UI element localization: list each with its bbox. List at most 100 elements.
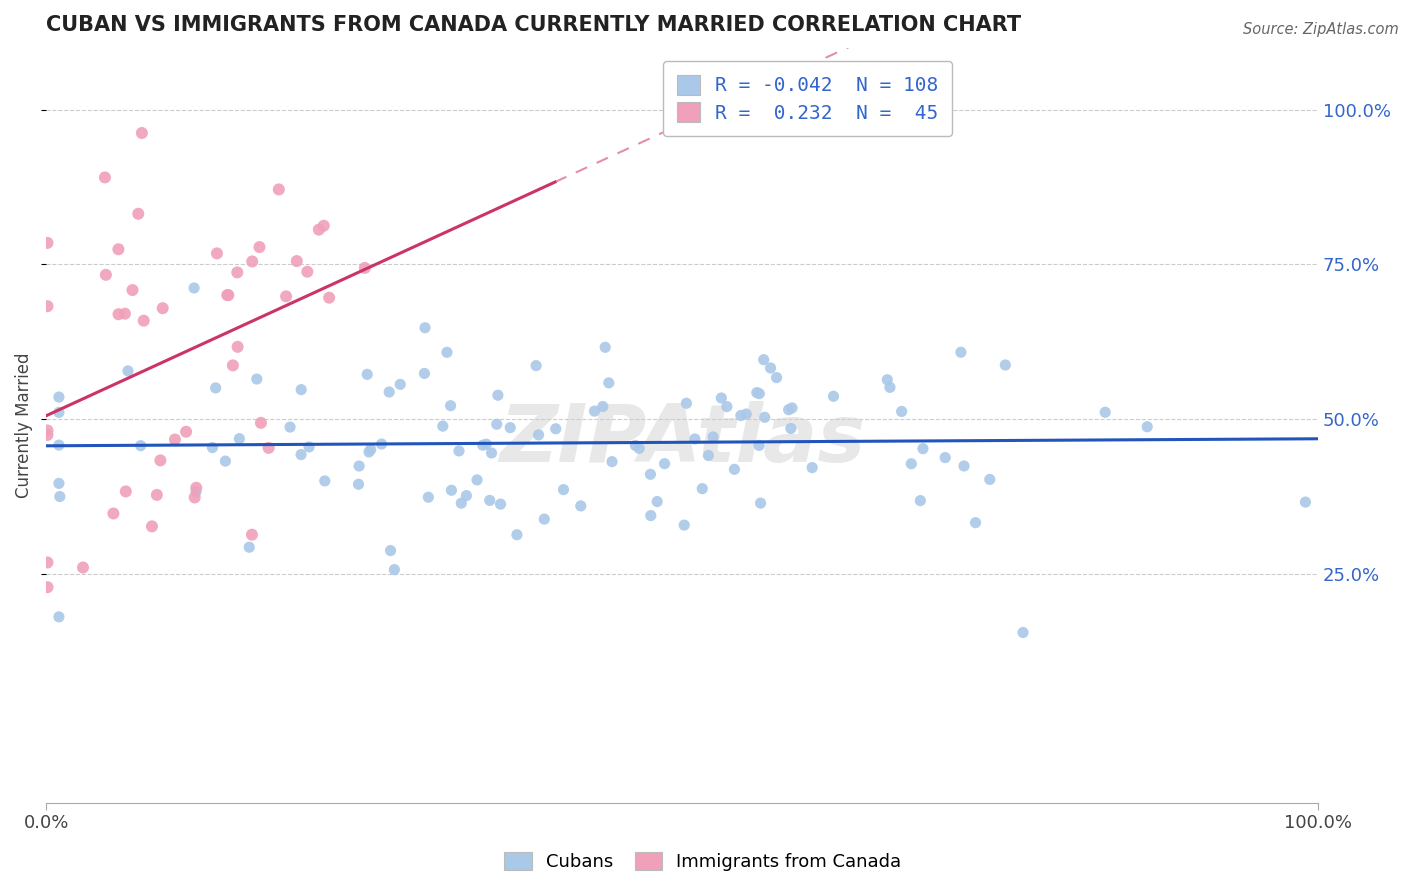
Point (754, 410, 776, 425)
Point (132, 314, 155, 328)
Point (298, 440, 321, 454)
Point (780, 421, 803, 435)
Point (149, 453, 172, 467)
Point (752, 352, 775, 367)
Point (475, 437, 498, 451)
Point (297, 265, 319, 279)
Point (48, 390, 70, 404)
Point (489, 497, 512, 511)
Point (380, 543, 402, 558)
Text: Source: ZipAtlas.com: Source: ZipAtlas.com (1243, 22, 1399, 37)
Point (72, 560, 94, 574)
Point (382, 563, 405, 577)
Point (465, 473, 488, 487)
Point (103, 507, 125, 521)
Point (48, 405, 70, 419)
Point (801, 460, 824, 475)
Point (267, 182, 290, 196)
Point (690, 482, 713, 496)
Point (823, 389, 845, 403)
Point (645, 494, 668, 508)
Point (183, 491, 205, 505)
Point (131, 126, 153, 140)
Point (447, 444, 470, 458)
Point (953, 458, 976, 473)
Point (527, 427, 550, 442)
Point (778, 402, 800, 417)
Point (37, 556, 59, 570)
Point (533, 512, 555, 526)
Legend: Cubans, Immigrants from Canada: Cubans, Immigrants from Canada (498, 845, 908, 879)
Point (141, 519, 163, 533)
Point (217, 288, 239, 302)
Point (450, 496, 472, 510)
Point (114, 307, 136, 321)
Point (949, 345, 972, 359)
Point (723, 462, 745, 476)
Point (107, 242, 129, 256)
Point (37, 299, 59, 313)
Point (107, 307, 129, 321)
Point (890, 404, 912, 418)
Point (37, 235, 59, 250)
Point (478, 493, 501, 508)
Point (240, 254, 263, 268)
Point (710, 391, 733, 405)
Point (370, 437, 392, 451)
Point (418, 490, 440, 504)
Point (37, 424, 59, 438)
Point (217, 288, 239, 302)
Point (314, 474, 336, 488)
Point (759, 361, 782, 376)
Point (129, 439, 152, 453)
Point (765, 370, 787, 384)
Point (278, 420, 301, 434)
Point (117, 364, 139, 378)
Point (222, 359, 245, 373)
Point (1294, 495, 1316, 509)
Point (347, 458, 370, 473)
Point (900, 457, 922, 471)
Text: ZIPAtlas: ZIPAtlas (499, 401, 865, 479)
Point (1136, 419, 1159, 434)
Point (356, 368, 378, 382)
Point (205, 246, 228, 260)
Point (911, 442, 934, 456)
Point (353, 260, 375, 275)
Point (432, 419, 454, 434)
Point (598, 376, 620, 390)
Point (569, 499, 592, 513)
Point (48, 610, 70, 624)
Point (436, 345, 458, 359)
Point (48, 476, 70, 491)
Point (456, 489, 478, 503)
Point (716, 400, 738, 414)
Point (49, 490, 72, 504)
Point (524, 359, 547, 373)
Point (780, 401, 803, 415)
Point (544, 422, 567, 436)
Point (37, 428, 59, 442)
Point (749, 496, 772, 510)
Point (481, 446, 503, 460)
Point (748, 438, 770, 452)
Point (240, 527, 263, 541)
Point (592, 400, 614, 414)
Point (745, 385, 768, 400)
Point (735, 407, 758, 421)
Point (201, 441, 224, 455)
Point (214, 454, 236, 468)
Point (934, 450, 956, 465)
Point (274, 289, 297, 303)
Point (228, 432, 250, 446)
Point (440, 483, 463, 498)
Point (257, 441, 280, 455)
Point (121, 283, 143, 297)
Point (152, 301, 174, 316)
Point (184, 484, 207, 499)
Point (439, 399, 461, 413)
Point (994, 358, 1017, 372)
Point (593, 340, 616, 354)
Point (146, 488, 169, 502)
Point (389, 377, 412, 392)
